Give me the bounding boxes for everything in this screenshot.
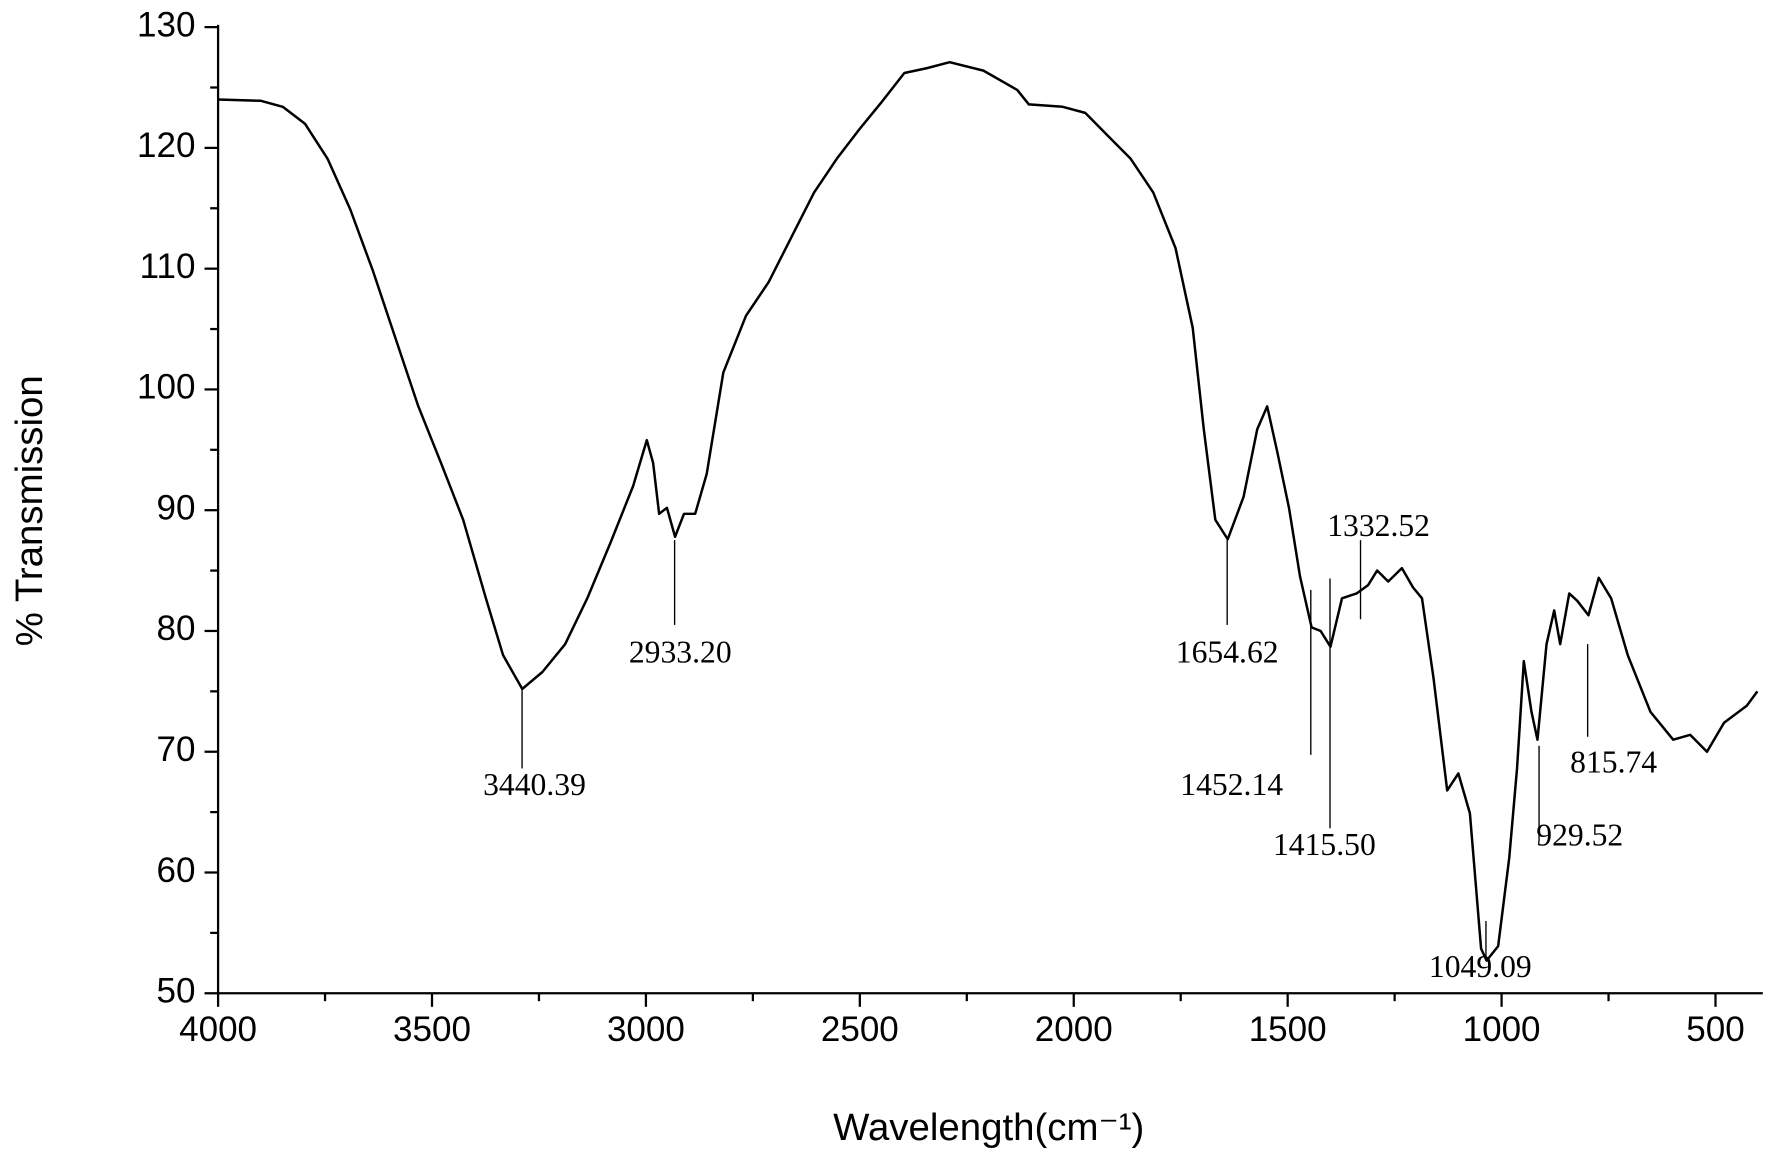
y-tick-label: 100 [137, 368, 195, 407]
plot-root: Wavelength(cm⁻¹) % Transmission 50 60 70 80… [8, 5, 1763, 1149]
peak-annotation: 1452.14 [1180, 767, 1283, 802]
peak-annotation: 1654.62 [1176, 635, 1279, 670]
y-tick-label: 80 [157, 609, 196, 648]
x-tick-label: 2000 [1035, 1010, 1113, 1049]
spectrum-line [218, 60, 1759, 962]
x-tick-label: 2500 [821, 1010, 899, 1049]
y-tick-label: 130 [137, 5, 195, 44]
y-tick-label: 60 [157, 851, 196, 890]
x-tick-label: 4000 [179, 1010, 257, 1049]
x-tick-label: 3500 [393, 1010, 471, 1049]
peak-annotation: 815.74 [1570, 744, 1657, 779]
y-tick-label: 70 [157, 730, 196, 769]
y-tick-label: 120 [137, 126, 195, 165]
x-tick-label: 1000 [1463, 1010, 1541, 1049]
peak-annotation: 2933.20 [629, 635, 732, 670]
peak-annotation: 1415.50 [1273, 827, 1376, 862]
x-tick-label: 1500 [1249, 1010, 1327, 1049]
peak-annotation: 3440.39 [483, 767, 586, 802]
peak-annotation: 1049.09 [1429, 949, 1532, 984]
x-tick-label: 3000 [607, 1010, 685, 1049]
x-axis-label: Wavelength(cm⁻¹) [833, 1106, 1144, 1149]
y-tick-label: 110 [140, 247, 196, 286]
x-tick-label: 500 [1686, 1010, 1744, 1049]
peak-annotation: 929.52 [1536, 818, 1623, 853]
y-axis-label: % Transmission [8, 375, 51, 646]
y-tick-label: 90 [157, 488, 196, 527]
y-tick-label: 50 [157, 972, 196, 1011]
peak-annotation: 1332.52 [1327, 508, 1430, 543]
